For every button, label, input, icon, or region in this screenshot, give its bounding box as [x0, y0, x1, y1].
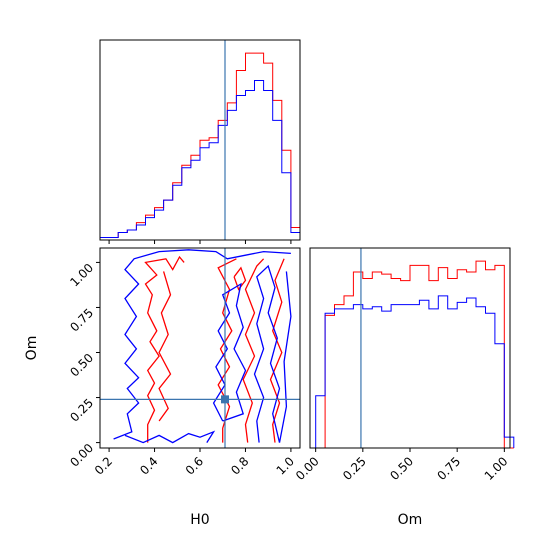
hist-Om-panel: 0.00 0.25 0.50 0.75 1.00 Om — [293, 247, 515, 528]
hist-step-blue — [315, 295, 515, 448]
contour-blue — [278, 271, 292, 443]
contour-red — [242, 258, 265, 443]
y-tick-label: 0.75 — [67, 306, 96, 335]
contour-blue — [113, 249, 291, 440]
hist-H0-panel — [99, 39, 301, 244]
contour-blue — [253, 264, 281, 443]
hist-step-blue — [99, 80, 301, 240]
contour-red — [233, 266, 247, 291]
x-tick-label: 0.25 — [340, 454, 369, 483]
contour-red — [144, 255, 185, 443]
contour-lines — [113, 249, 292, 444]
x-tick-label: 0.6 — [183, 454, 206, 477]
contour-blue — [124, 430, 216, 444]
x-tick-label: 0.2 — [92, 454, 115, 477]
truth-point — [221, 395, 229, 404]
y-tick-label: 0.00 — [67, 441, 96, 470]
x-tick-label: 0.4 — [137, 454, 160, 477]
x-tick-label: 1.00 — [482, 454, 511, 483]
contour-red — [217, 258, 237, 443]
y-axis-label: Om — [24, 336, 40, 361]
y-tick-label: 0.25 — [67, 396, 96, 425]
x-axis-label: H0 — [190, 512, 209, 528]
y-tick-label: 1.00 — [67, 261, 96, 290]
y-tick-label: 0.50 — [67, 351, 96, 380]
contour-red — [269, 258, 285, 443]
x-tick-label: 0.50 — [387, 454, 416, 483]
contour-blue — [212, 282, 247, 422]
contour-red — [158, 271, 172, 422]
hist-step-red — [315, 260, 514, 449]
x-tick-label: 0.8 — [228, 454, 251, 477]
x-tick-label: 0.75 — [434, 454, 463, 483]
x-tick-label: 0.00 — [293, 454, 322, 483]
axes-frame — [99, 247, 301, 449]
x-axis-label: Om — [398, 512, 423, 528]
hist-step-red — [99, 52, 301, 240]
